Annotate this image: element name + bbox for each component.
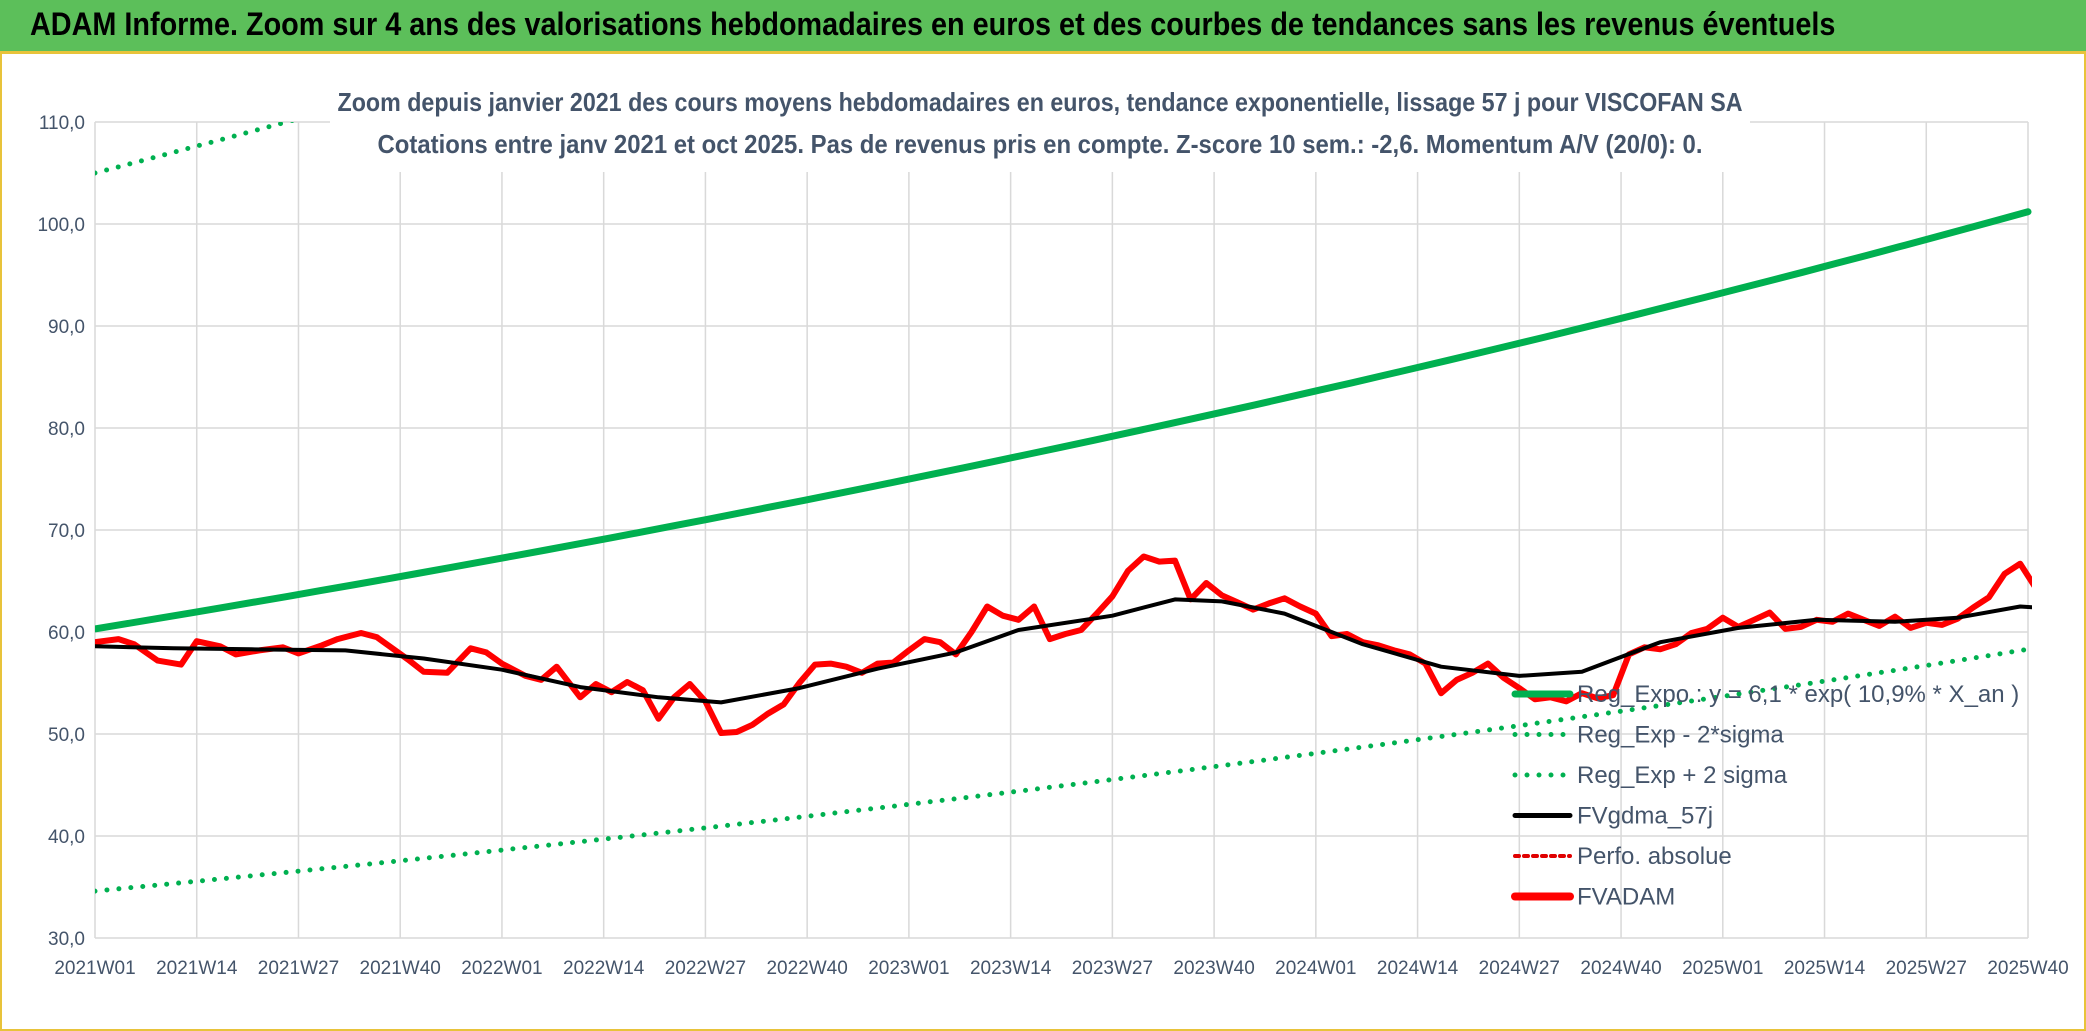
x-tick-label: 2024W01 [1275, 958, 1356, 979]
y-tick-label: 70,0 [48, 521, 85, 542]
x-tick-label: 2025W14 [1784, 958, 1866, 979]
reg-exp-minus-2sigma-line [95, 646, 2031, 894]
legend-label-perfo: Perfo. absolue [1577, 843, 1732, 870]
chart-subtitle: Cotations entre janv 2021 et oct 2025. P… [378, 129, 1703, 159]
x-tick-label: 2025W01 [1682, 958, 1763, 979]
x-tick-label: 2022W14 [563, 958, 645, 979]
y-tick-label: 30,0 [48, 929, 85, 950]
chart-title: Zoom depuis janvier 2021 des cours moyen… [338, 87, 1743, 117]
y-tick-label: 60,0 [48, 623, 85, 644]
legend-label-fvadam: FVADAM [1577, 884, 1675, 911]
x-tick-label: 2021W27 [258, 958, 339, 979]
fvgdma-57j-line [95, 597, 2032, 705]
legend-label-reg_plus: Reg_Exp + 2 sigma [1577, 762, 1788, 789]
x-tick-label: 2025W27 [1886, 958, 1967, 979]
x-tick-label: 2023W14 [970, 958, 1052, 979]
y-tick-label: 90,0 [48, 317, 85, 338]
x-tick-label: 2024W27 [1479, 958, 1560, 979]
y-tick-label: 50,0 [48, 725, 85, 746]
y-tick-label: 110,0 [39, 113, 85, 134]
legend-label-fvgdma: FVgdma_57j [1577, 803, 1713, 830]
legend-label-reg_minus: Reg_Exp - 2*sigma [1577, 722, 1784, 749]
x-tick-label: 2022W40 [766, 958, 847, 979]
title-box [330, 80, 1750, 172]
y-tick-label: 80,0 [48, 419, 85, 440]
x-tick-label: 2021W14 [156, 958, 238, 979]
reg-expo-line [95, 208, 2032, 633]
x-tick-label: 2024W14 [1377, 958, 1459, 979]
x-tick-label: 2024W40 [1580, 958, 1661, 979]
report-title: ADAM Informe. Zoom sur 4 ans des valoris… [30, 6, 1836, 42]
title-banner: ADAM Informe. Zoom sur 4 ans des valoris… [0, 0, 2086, 54]
legend-label-reg_expo: Reg_Expo : y = 6,1 * exp( 10,9% * X_an ) [1577, 681, 2019, 708]
x-tick-label: 2022W27 [665, 958, 746, 979]
legend: Reg_Expo : y = 6,1 * exp( 10,9% * X_an )… [1511, 681, 2019, 911]
y-tick-label: 40,0 [48, 827, 85, 848]
x-tick-label: 2025W40 [1987, 958, 2068, 979]
x-tick-label: 2021W01 [54, 958, 135, 979]
plot-area [95, 122, 2032, 894]
x-tick-label: 2022W01 [461, 958, 542, 979]
x-tick-label: 2023W40 [1173, 958, 1254, 979]
x-tick-label: 2023W27 [1072, 958, 1153, 979]
chart-frame [0, 54, 2086, 1031]
x-tick-label: 2023W01 [868, 958, 949, 979]
y-tick-label: 100,0 [37, 215, 85, 236]
x-tick-label: 2021W40 [360, 958, 441, 979]
